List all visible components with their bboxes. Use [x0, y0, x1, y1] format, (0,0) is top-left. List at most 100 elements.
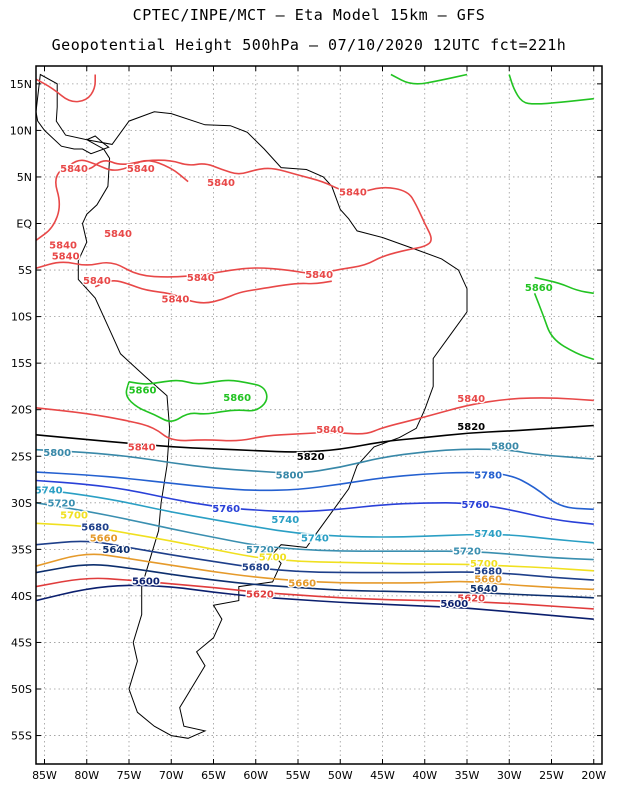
- map-title-line1: CPTEC/INPE/MCT – Eta Model 15km – GFS: [132, 6, 486, 24]
- contour-label: 5800: [491, 442, 519, 453]
- contour-label: 5600: [132, 577, 160, 588]
- contour-label: 5620: [457, 593, 485, 604]
- lon-tick-label: 35W: [455, 769, 480, 782]
- contour-line: [94, 280, 332, 304]
- contour-label: 5820: [297, 452, 325, 463]
- contour-label: 5700: [470, 559, 498, 570]
- contour-label: 5680: [81, 523, 109, 534]
- lat-tick-label: 30S: [11, 497, 32, 510]
- contour-label: 5640: [102, 545, 130, 556]
- contour-label: 5740: [271, 515, 299, 526]
- lat-tick-label: 15N: [10, 78, 32, 91]
- contour-line: [36, 564, 594, 599]
- contour-label: 5840: [83, 276, 111, 287]
- contour-line: [36, 577, 594, 610]
- lat-tick-label: 5N: [17, 171, 32, 184]
- contour-line: [508, 74, 594, 105]
- contour-lines: [36, 73, 595, 620]
- contour-line: [36, 448, 594, 474]
- lon-tick-label: 50W: [328, 769, 353, 782]
- contour-label: 5680: [242, 563, 270, 574]
- contour-line: [125, 379, 268, 422]
- contour-label: 5860: [525, 283, 553, 294]
- contour-label: 5820: [457, 422, 485, 433]
- contour-label: 5640: [470, 584, 498, 595]
- contour-label: 5840: [339, 187, 367, 198]
- contour-line: [36, 74, 96, 103]
- contour-label: 5840: [49, 240, 77, 251]
- contour-label: 5800: [276, 470, 304, 481]
- contour-label: 5780: [474, 470, 502, 481]
- lon-tick-label: 55W: [286, 769, 311, 782]
- contour-label: 5840: [316, 425, 344, 436]
- lat-tick-label: 10N: [10, 124, 32, 137]
- contour-label: 5840: [305, 270, 333, 281]
- lat-tick-label: 25S: [11, 450, 32, 463]
- lat-tick-label: 45S: [11, 636, 32, 649]
- graticule: [36, 66, 602, 764]
- contour-label: 5720: [453, 547, 481, 558]
- contour-label: 5740: [301, 534, 329, 545]
- contour-label: 5840: [60, 164, 88, 175]
- lat-tick-label: 15S: [11, 357, 32, 370]
- contour-label: 5840: [187, 273, 215, 284]
- contour-label: 5840: [162, 294, 190, 305]
- contour-line: [534, 276, 594, 295]
- contour-label: 5680: [474, 566, 502, 577]
- contour-label: 5760: [462, 500, 490, 511]
- contour-label: 5700: [259, 552, 287, 563]
- contour-label: 5840: [104, 229, 132, 240]
- coastline-path: [36, 73, 110, 155]
- contour-line: [390, 73, 468, 85]
- contour-line: [36, 540, 594, 581]
- lat-tick-label: EQ: [16, 218, 32, 231]
- coastline-path: [77, 111, 468, 739]
- lat-tick-label: 35S: [11, 543, 32, 556]
- contour-label: 5840: [207, 178, 235, 189]
- contour-label: 5800: [43, 448, 71, 459]
- contour-line: [36, 522, 594, 572]
- contour-label: 5840: [52, 252, 80, 263]
- contour-line: [36, 471, 594, 511]
- lon-tick-label: 60W: [243, 769, 268, 782]
- axis-ticks: 15N 10N 5N EQ 5S 10S 15S 20S 25S 30S 35S 40S 45S 50S 5…: [10, 66, 606, 782]
- contour-line: [36, 159, 432, 278]
- lon-tick-label: 45W: [370, 769, 395, 782]
- lat-tick-label: 10S: [11, 311, 32, 324]
- contour-label: 5740: [35, 485, 63, 496]
- lat-tick-label: 20S: [11, 404, 32, 417]
- contour-line: [60, 159, 189, 183]
- contour-line: [36, 424, 594, 453]
- lon-tick-label: 30W: [497, 769, 522, 782]
- contour-label: 5620: [246, 590, 274, 601]
- contour-line: [36, 584, 594, 620]
- contour-label: 5600: [440, 599, 468, 610]
- lon-tick-label: 40W: [412, 769, 437, 782]
- contour-label: 5700: [60, 510, 88, 521]
- lat-tick-label: 50S: [11, 683, 32, 696]
- contour-label: 5660: [288, 578, 316, 589]
- lon-tick-label: 80W: [74, 769, 99, 782]
- contour-line: [36, 488, 594, 544]
- contour-label: 5840: [457, 394, 485, 405]
- lon-tick-label: 25W: [539, 769, 564, 782]
- map-frame: [35, 65, 603, 765]
- lon-tick-label: 75W: [117, 769, 142, 782]
- contour-label: 5860: [129, 386, 157, 397]
- contour-label: 5840: [128, 442, 156, 453]
- contour-label: 5720: [246, 545, 274, 556]
- contour-line: [36, 502, 594, 561]
- lat-tick-label: 55S: [11, 730, 32, 743]
- lat-tick-label: 5S: [18, 264, 32, 277]
- contour-label: 5840: [127, 164, 155, 175]
- lon-tick-label: 85W: [32, 769, 57, 782]
- lon-tick-label: 65W: [201, 769, 226, 782]
- contour-label: 5760: [212, 504, 240, 515]
- contour-label: 5660: [90, 534, 118, 545]
- lon-tick-label: 20W: [581, 769, 606, 782]
- contour-line: [36, 397, 594, 442]
- map-background: [36, 66, 602, 764]
- contour-line: [533, 293, 595, 361]
- contour-line: [36, 553, 594, 591]
